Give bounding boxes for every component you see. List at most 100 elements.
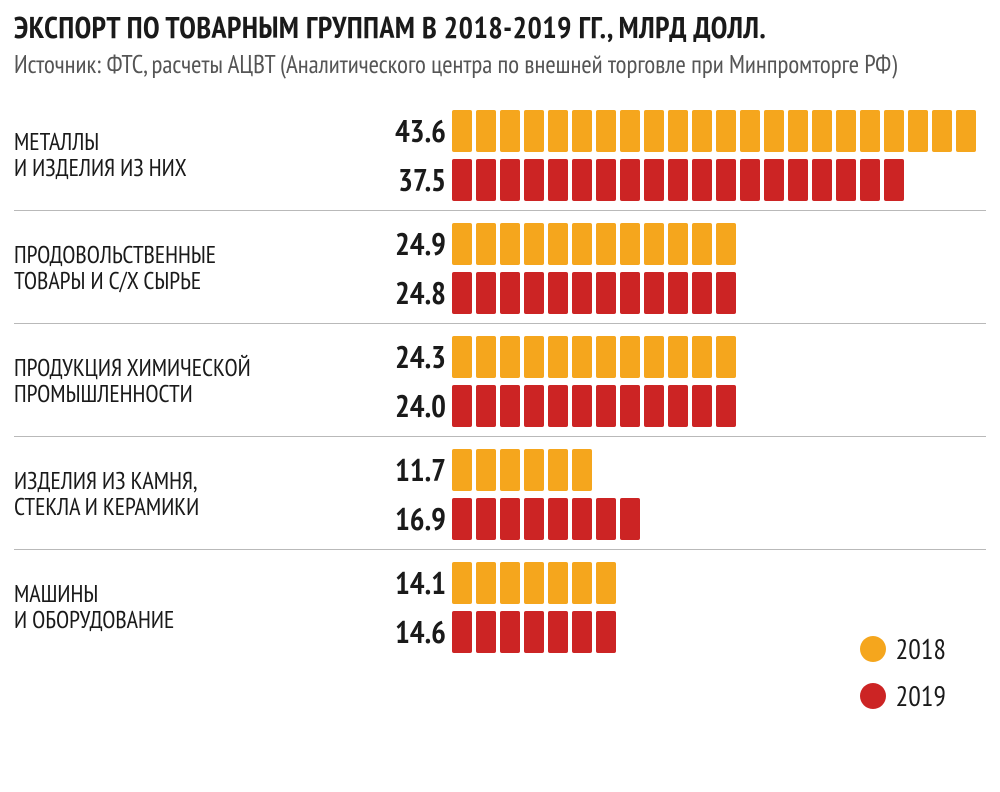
bar-segment: [572, 272, 592, 314]
bar-segment: [788, 110, 808, 152]
bars-column: 24.324.0: [366, 332, 972, 430]
bar-segment: [620, 159, 640, 201]
bar-value: 43.6: [366, 110, 452, 151]
bar-value: 37.5: [366, 159, 452, 200]
bar-segment: [476, 336, 496, 378]
bar-segment: [716, 159, 736, 201]
bar-segment: [596, 159, 616, 201]
category-group: ПРОДОВОЛЬСТВЕННЫЕТОВАРЫ И С/Х СЫРЬЕ24.9 2…: [14, 219, 986, 324]
bar-segment: [692, 159, 712, 201]
legend-dot-icon: [860, 683, 886, 709]
bar-segment: [476, 562, 496, 604]
bar-segment: [500, 498, 520, 540]
bar-segment: [668, 223, 688, 265]
bar-segment: [452, 611, 472, 653]
bar-segment: [476, 223, 496, 265]
bar-segment: [764, 159, 784, 201]
bar-segment: [572, 562, 592, 604]
bar-segment: [884, 159, 904, 201]
bar-segment: [548, 385, 568, 427]
bar-segment: [692, 336, 712, 378]
bar-value: 14.1: [366, 562, 452, 603]
bar-segment: [668, 385, 688, 427]
bar: [452, 562, 972, 604]
bar-segment: [452, 159, 472, 201]
bar-segment: [500, 562, 520, 604]
bar-segment: [476, 498, 496, 540]
bar-segment: [572, 449, 592, 491]
bar-value: 24.8: [366, 272, 452, 313]
bar-segment: [524, 449, 544, 491]
bar-segment: [596, 498, 616, 540]
bar-segment: [692, 385, 712, 427]
bar-segment: [596, 336, 616, 378]
bar-segment: [452, 336, 472, 378]
bar-segment: [644, 223, 664, 265]
chart-body: МЕТАЛЛЫИ ИЗДЕЛИЯ ИЗ НИХ43.6 37.5 ПРОДОВОЛЬ…: [14, 106, 986, 662]
bar-segment: [500, 159, 520, 201]
bar-segment: [644, 385, 664, 427]
legend-label: 2018: [896, 630, 946, 667]
bar-segment: [476, 449, 496, 491]
bar-segment: [716, 110, 736, 152]
bar-segment: [620, 336, 640, 378]
bar-segment: [548, 110, 568, 152]
bar-segment: [860, 110, 880, 152]
bar-segment: [452, 223, 472, 265]
bar-segment: [476, 611, 496, 653]
bar-segment: [956, 110, 976, 152]
category-label: ПРОДУКЦИЯ ХИМИЧЕСКОЙПРОМЫШЛЕННОСТИ: [14, 355, 366, 408]
category-label: ИЗДЕЛИЯ ИЗ КАМНЯ,СТЕКЛА И КЕРАМИКИ: [14, 468, 366, 521]
category-label: МАШИНЫИ ОБОРУДОВАНИЕ: [14, 581, 366, 634]
bar: [452, 449, 972, 491]
bar-value: 24.3: [366, 336, 452, 377]
bar-segment: [884, 110, 904, 152]
bar-segment: [668, 272, 688, 314]
bar-segment: [716, 385, 736, 427]
chart-source: Источник: ФТС, расчеты АЦВТ (Аналитическ…: [14, 49, 986, 80]
bar: [452, 272, 972, 314]
bar-segment: [692, 272, 712, 314]
legend-item: 2018: [860, 630, 946, 667]
bar-segment: [860, 159, 880, 201]
bar-segment: [716, 223, 736, 265]
bar-segment: [476, 159, 496, 201]
bar-segment: [716, 336, 736, 378]
bar-segment: [644, 336, 664, 378]
bar-segment: [452, 449, 472, 491]
legend: 2018 2019: [860, 630, 946, 714]
bar-segment: [620, 223, 640, 265]
bar-segment: [572, 385, 592, 427]
category-group: ПРОДУКЦИЯ ХИМИЧЕСКОЙПРОМЫШЛЕННОСТИ24.324…: [14, 332, 986, 437]
bar-value: 24.9: [366, 223, 452, 264]
bar-segment: [524, 159, 544, 201]
bar-segment: [524, 272, 544, 314]
bar-segment: [596, 385, 616, 427]
bar-segment: [500, 110, 520, 152]
bar-segment: [692, 110, 712, 152]
bar-segment: [548, 159, 568, 201]
bar-segment: [644, 272, 664, 314]
bar-segment: [548, 223, 568, 265]
category-label: МЕТАЛЛЫИ ИЗДЕЛИЯ ИЗ НИХ: [14, 129, 366, 182]
chart-container: ЭКСПОРТ ПО ТОВАРНЫМ ГРУППАМ В 2018-2019 …: [0, 0, 1000, 662]
bar-value: 11.7: [366, 449, 452, 490]
chart-title: ЭКСПОРТ ПО ТОВАРНЫМ ГРУППАМ В 2018-2019 …: [14, 8, 986, 47]
bars-column: 43.6 37.5: [366, 106, 972, 204]
bar-segment: [452, 110, 472, 152]
bar-segment: [476, 110, 496, 152]
bar-segment: [500, 449, 520, 491]
legend-item: 2019: [860, 677, 946, 714]
bar-segment: [572, 498, 592, 540]
bar-segment: [572, 336, 592, 378]
bar-segment: [476, 385, 496, 427]
bar-segment: [452, 562, 472, 604]
bar: [452, 336, 972, 378]
category-label: ПРОДОВОЛЬСТВЕННЫЕТОВАРЫ И С/Х СЫРЬЕ: [14, 242, 366, 295]
bar-segment: [572, 223, 592, 265]
bar-segment: [500, 385, 520, 427]
bar-segment: [812, 159, 832, 201]
bar-segment: [548, 449, 568, 491]
bar: [452, 110, 972, 152]
bar-segment: [524, 562, 544, 604]
